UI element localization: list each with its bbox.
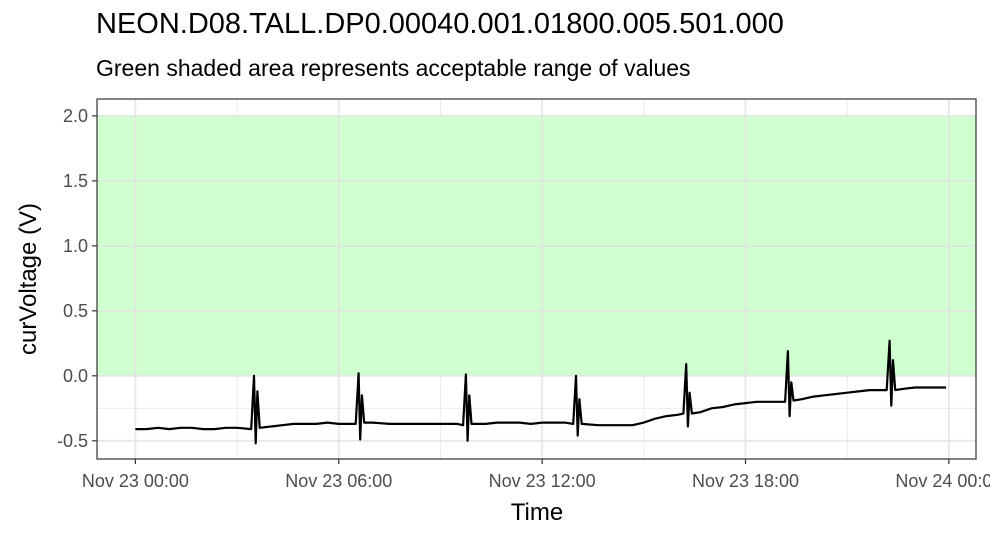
- grid-major: [97, 99, 976, 459]
- x-axis-title: Time: [511, 499, 563, 526]
- series-line: [135, 339, 947, 445]
- y-axis-title: curVoltage (V): [15, 203, 42, 355]
- y-tick-label: 1.5: [63, 171, 88, 191]
- y-tick-label: 0.5: [63, 301, 88, 321]
- y-axis: -0.5 0.0 0.5 1.0 1.5 2.0: [57, 106, 97, 451]
- chart-subtitle: Green shaded area represents acceptable …: [96, 55, 691, 81]
- y-tick-label: 0.0: [63, 366, 88, 386]
- x-axis: Nov 23 00:00 Nov 23 06:00 Nov 23 12:00 Nov …: [82, 459, 990, 491]
- x-tick-label: Nov 23 12:00: [489, 471, 596, 491]
- x-tick-label: Nov 24 00:00: [895, 471, 990, 491]
- y-tick-label: 1.0: [63, 236, 88, 256]
- x-tick-label: Nov 23 18:00: [692, 471, 799, 491]
- y-tick-label: 2.0: [63, 106, 88, 126]
- chart-title: NEON.D08.TALL.DP0.00040.001.01800.005.50…: [96, 8, 784, 40]
- y-tick-label: -0.5: [57, 431, 88, 451]
- panel-border: [96, 98, 977, 460]
- x-tick-label: Nov 23 00:00: [82, 471, 189, 491]
- x-tick-label: Nov 23 06:00: [285, 471, 392, 491]
